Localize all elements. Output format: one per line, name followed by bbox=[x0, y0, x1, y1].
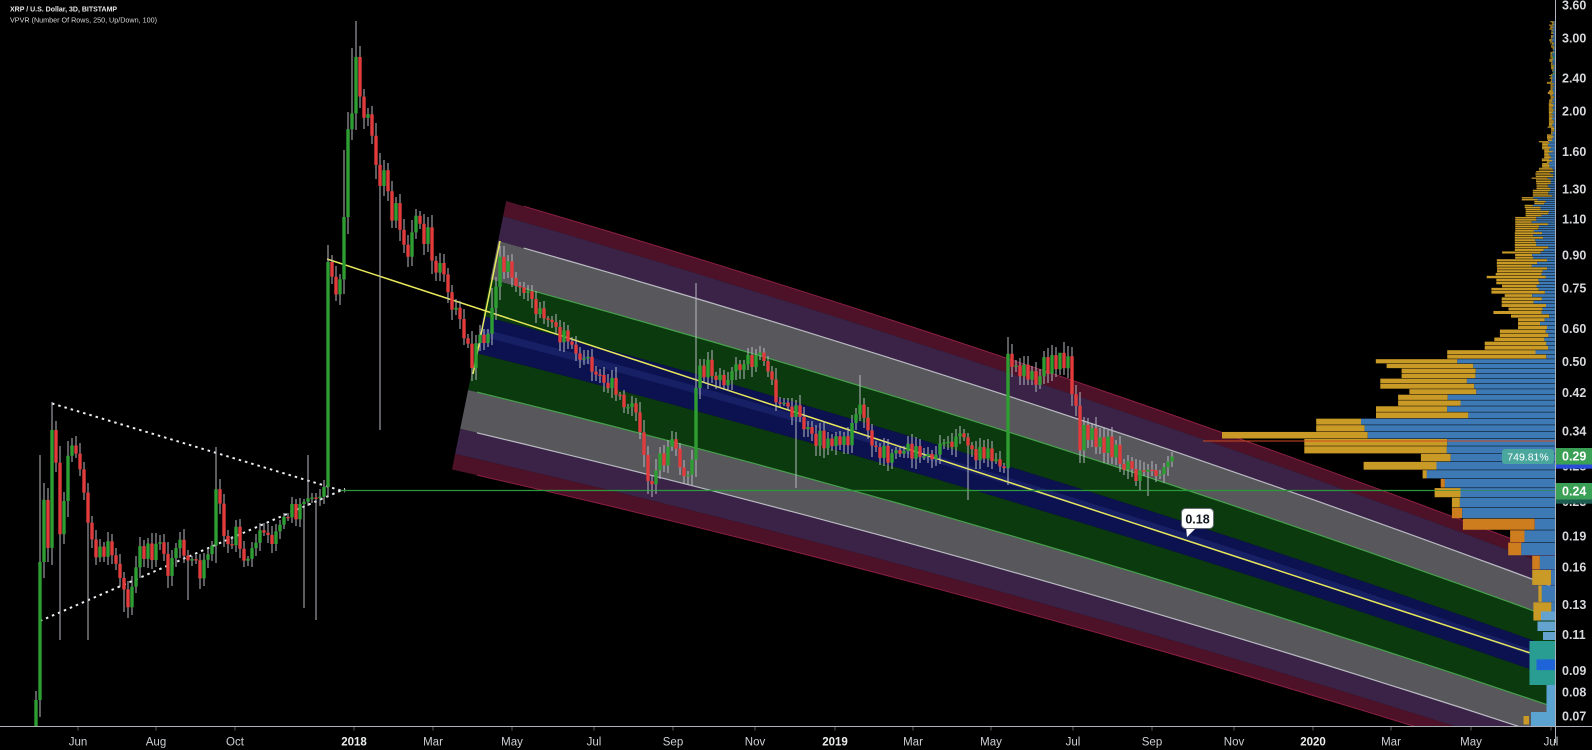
svg-text:May: May bbox=[1460, 737, 1482, 749]
svg-text:Mar: Mar bbox=[423, 737, 443, 749]
svg-text:0.11: 0.11 bbox=[1562, 628, 1586, 642]
svg-text:0.07: 0.07 bbox=[1562, 710, 1586, 724]
svg-text:Jul: Jul bbox=[1066, 737, 1081, 749]
svg-text:2020: 2020 bbox=[1300, 737, 1326, 749]
svg-text:0.34: 0.34 bbox=[1562, 424, 1586, 438]
svg-text:0.60: 0.60 bbox=[1562, 322, 1586, 336]
svg-text:2.00: 2.00 bbox=[1562, 105, 1586, 119]
svg-text:Nov: Nov bbox=[745, 737, 766, 749]
svg-text:May: May bbox=[501, 737, 523, 749]
svg-text:Jun: Jun bbox=[69, 737, 88, 749]
svg-text:2018: 2018 bbox=[341, 737, 367, 749]
svg-text:Jul: Jul bbox=[1544, 737, 1559, 749]
svg-text:0.13: 0.13 bbox=[1562, 598, 1586, 612]
svg-text:XRP / U.S. Dollar, 3D, BITSTAM: XRP / U.S. Dollar, 3D, BITSTAMP bbox=[10, 7, 117, 14]
svg-text:2019: 2019 bbox=[822, 737, 848, 749]
svg-text:0.50: 0.50 bbox=[1562, 355, 1586, 369]
svg-text:Mar: Mar bbox=[903, 737, 923, 749]
svg-text:Mar: Mar bbox=[1381, 737, 1401, 749]
svg-text:1.30: 1.30 bbox=[1562, 182, 1586, 196]
svg-text:Nov: Nov bbox=[1224, 737, 1245, 749]
svg-text:Aug: Aug bbox=[146, 737, 166, 749]
svg-text:749.81%: 749.81% bbox=[1507, 452, 1548, 464]
svg-text:0.16: 0.16 bbox=[1562, 560, 1586, 574]
svg-text:0.29: 0.29 bbox=[1562, 450, 1586, 464]
svg-text:May: May bbox=[980, 737, 1002, 749]
svg-text:0.18: 0.18 bbox=[1185, 513, 1209, 527]
svg-text:2.40: 2.40 bbox=[1562, 72, 1586, 86]
svg-text:0.75: 0.75 bbox=[1562, 282, 1586, 296]
svg-text:0.24: 0.24 bbox=[1562, 485, 1586, 499]
svg-text:Oct: Oct bbox=[226, 737, 245, 749]
svg-text:1.60: 1.60 bbox=[1562, 145, 1586, 159]
svg-text:Jul: Jul bbox=[587, 737, 602, 749]
svg-text:3.60: 3.60 bbox=[1562, 0, 1586, 13]
svg-text:Sep: Sep bbox=[663, 737, 683, 749]
svg-text:0.08: 0.08 bbox=[1562, 686, 1586, 700]
svg-text:0.42: 0.42 bbox=[1562, 386, 1586, 400]
svg-text:0.09: 0.09 bbox=[1562, 664, 1586, 678]
svg-text:VPVR (Number Of Rows, 250, Up/: VPVR (Number Of Rows, 250, Up/Down, 100) bbox=[10, 16, 157, 25]
svg-text:3.00: 3.00 bbox=[1562, 32, 1586, 46]
svg-text:Sep: Sep bbox=[1142, 737, 1162, 749]
svg-text:0.19: 0.19 bbox=[1562, 529, 1586, 543]
svg-text:1.10: 1.10 bbox=[1562, 213, 1586, 227]
svg-text:0.90: 0.90 bbox=[1562, 249, 1586, 263]
